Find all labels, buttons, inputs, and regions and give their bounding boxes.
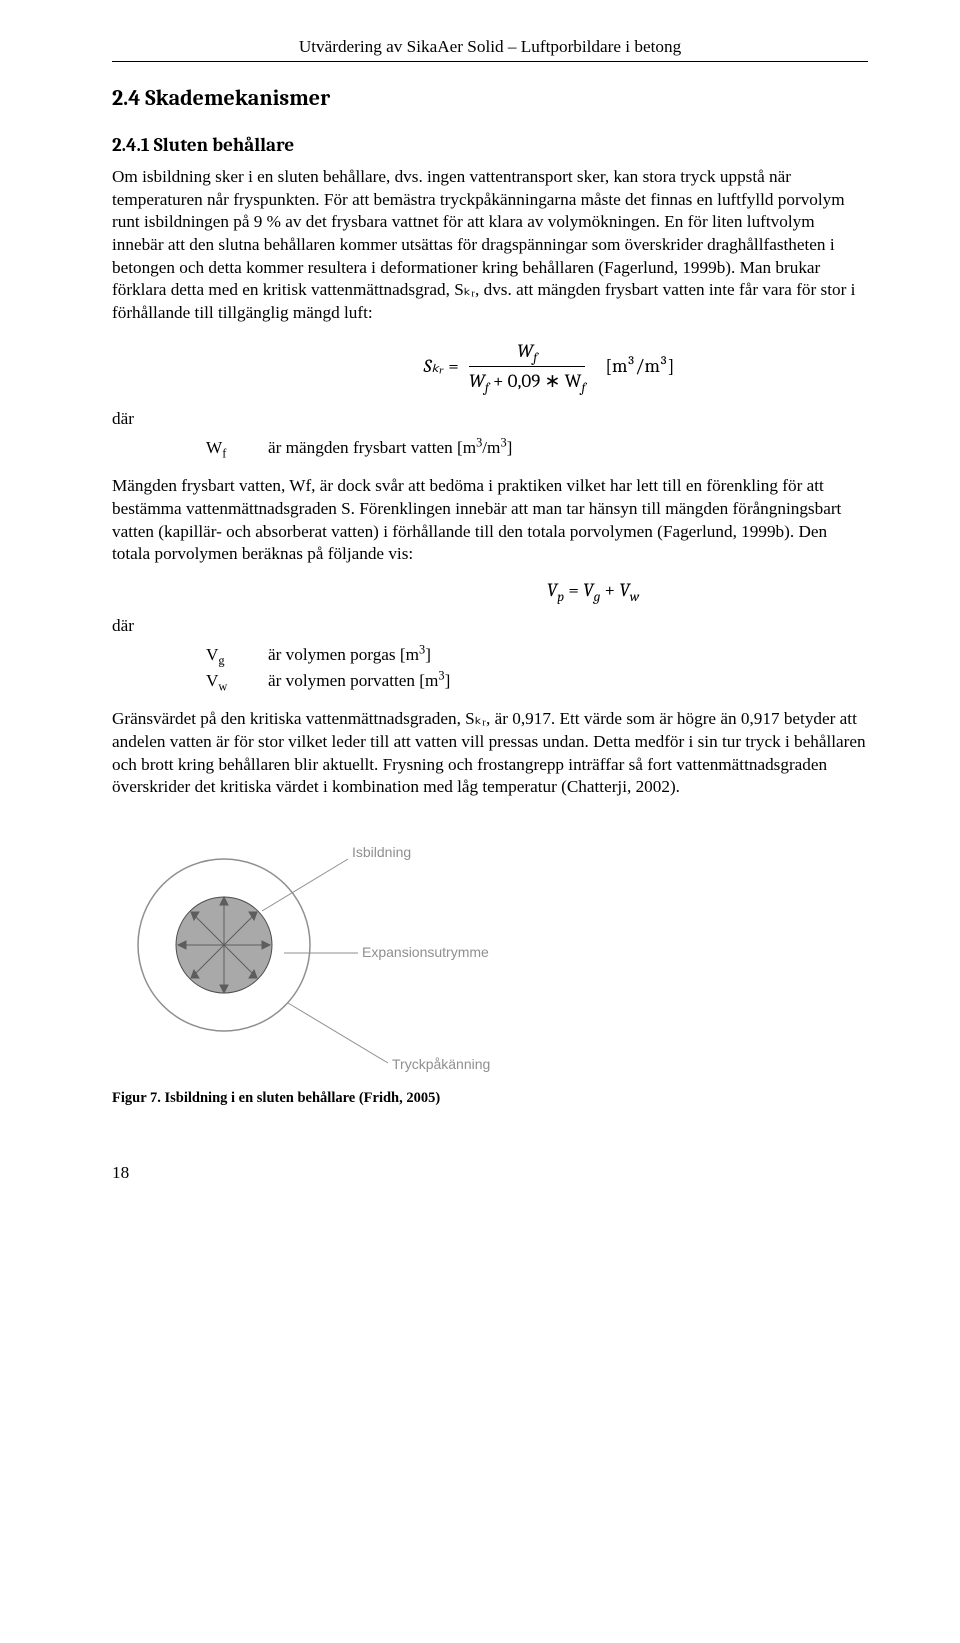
figure-7-caption: Figur 7. Isbildning i en sluten behållar… (112, 1089, 868, 1108)
def1-desc-mid: /m (482, 438, 500, 457)
eq1-fraction: Wf Wf + 0,09 ∗ Wf (469, 339, 586, 394)
eq1-den-base1: W (469, 370, 485, 392)
eq2-r2-base: V (619, 579, 630, 601)
fig7-leaders (262, 859, 388, 1063)
definitions-1: Wf är mängden frysbart vatten [m3/m3] (206, 437, 868, 460)
def1-row: Wf är mängden frysbart vatten [m3/m3] (206, 437, 868, 460)
eq2-r2-sub: w (630, 590, 640, 605)
def2-0-post: ] (425, 645, 431, 664)
running-title: Utvärdering av SikaAer Solid – Luftporbi… (112, 36, 868, 59)
figure-7: Isbildning Expansionsutrymme Tryckpåkänn… (112, 819, 868, 1108)
equation-skr: Sₖᵣ = Wf Wf + 0,09 ∗ Wf [m³/m³] (230, 339, 868, 394)
def1-sym-sub: f (222, 446, 226, 460)
definitions-2: Vg är volymen porgas [m3] Vw är volymen … (206, 644, 868, 692)
def1-desc-pre: är mängden frysbart vatten [m (268, 438, 476, 457)
figure-7-svg: Isbildning Expansionsutrymme Tryckpåkänn… (112, 819, 532, 1079)
eq2-r1-base: V (583, 579, 594, 601)
eq1-eq: = (448, 354, 459, 379)
fig7-label-tryck: Tryckpåkänning (392, 1056, 490, 1072)
where-1: där (112, 408, 868, 431)
def1-desc-post: ] (507, 438, 513, 457)
def2-0-sub: g (218, 653, 224, 667)
def2-1-post: ] (445, 671, 451, 690)
body-p1: Om isbildning sker i en sluten behållare… (112, 166, 868, 325)
heading-h2: 2.4 Skademekanismer (112, 84, 868, 113)
equation-vp: Vp = Vg + Vw (318, 578, 868, 603)
eq1-den-sub2: f (581, 381, 585, 396)
eq1-unit: [m³/m³] (605, 354, 674, 379)
running-rule (112, 61, 868, 62)
eq1-den-mid: + 0,09 ∗ W (489, 370, 582, 392)
page-number: 18 (112, 1162, 868, 1185)
fig7-labels: Isbildning Expansionsutrymme Tryckpåkänn… (352, 844, 490, 1072)
eq1-num-sub: f (533, 351, 537, 366)
def2-row-w: Vw är volymen porvatten [m3] (206, 670, 868, 693)
eq2-lhs-base: V (547, 579, 558, 601)
def2-0-pre: är volymen porgas [m (268, 645, 419, 664)
eq2-eq: = (564, 579, 583, 601)
fig7-label-expansion: Expansionsutrymme (362, 944, 489, 960)
eq1-num-base: W (517, 340, 533, 362)
def2-1-pre: är volymen porvatten [m (268, 671, 438, 690)
def2-0-sym: V (206, 645, 218, 664)
def2-1-sub: w (218, 679, 227, 693)
fig7-label-isbildning: Isbildning (352, 844, 411, 860)
body-p3: Gränsvärdet på den kritiska vattenmättna… (112, 708, 868, 799)
eq2-plus: + (600, 579, 619, 601)
eq1-lhs: Sₖᵣ (424, 354, 445, 379)
def2-row-g: Vg är volymen porgas [m3] (206, 644, 868, 667)
body-p2: Mängden frysbart vatten, Wf, är dock svå… (112, 475, 868, 566)
where-2: där (112, 615, 868, 638)
def2-1-sym: V (206, 671, 218, 690)
def1-sym: W (206, 438, 222, 457)
heading-h3: 2.4.1 Sluten behållare (112, 133, 868, 158)
